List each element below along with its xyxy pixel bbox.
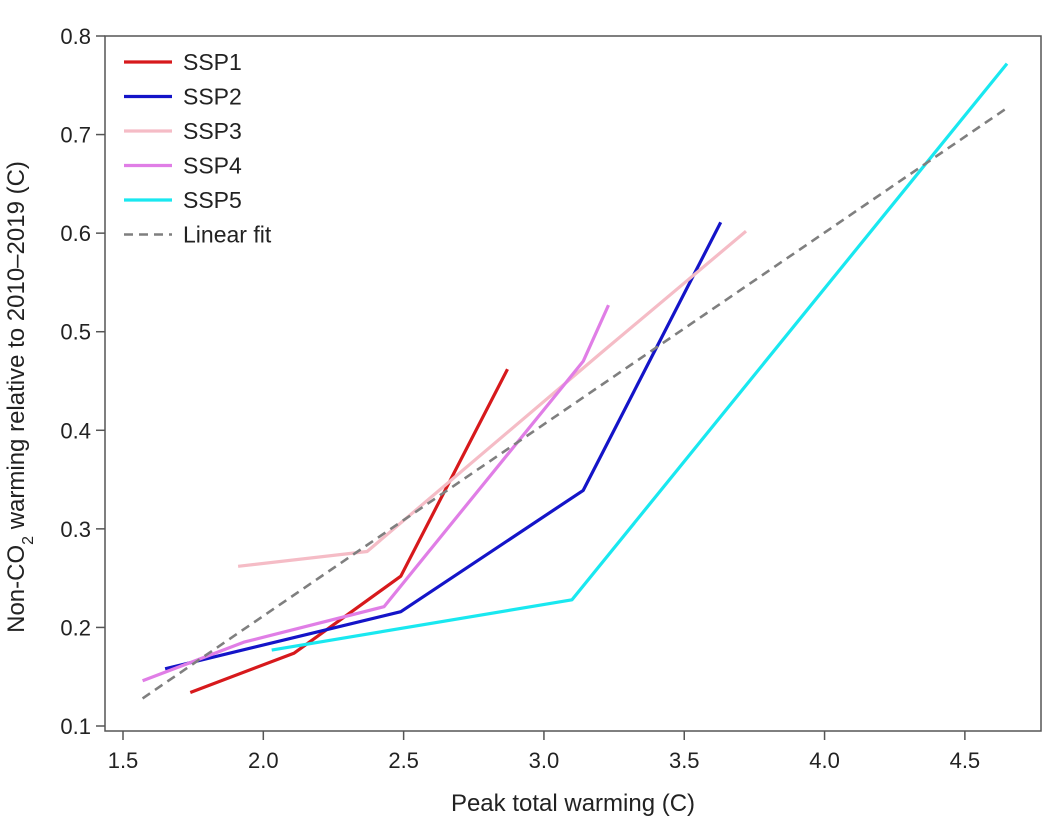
- series-layer: [141, 62, 1009, 700]
- x-axis: 1.5 2.0 2.5 3.0 3.5 4.0 4.5: [108, 731, 980, 773]
- y-tick-label: 0.3: [60, 517, 91, 542]
- legend: SSP1 SSP2 SSP3 SSP4 SSP5 Linear fit: [124, 49, 272, 248]
- y-axis-title-subscript: 2: [20, 536, 37, 545]
- y-tick-label: 0.7: [60, 123, 91, 148]
- plot-area: [104, 35, 1042, 732]
- y-tick-label: 0.6: [60, 221, 91, 246]
- y-tick-label: 0.8: [60, 24, 91, 49]
- legend-label-ssp5: SSP5: [183, 187, 242, 213]
- series-line-ssp5: [271, 62, 1009, 652]
- legend-label-linear-fit: Linear fit: [183, 222, 272, 248]
- x-axis-title: Peak total warming (C): [451, 790, 695, 817]
- y-axis-title: Non-CO2 warming relative to 2010–2019 (C…: [3, 161, 37, 633]
- legend-label-ssp4: SSP4: [183, 153, 242, 179]
- legend-label-ssp2: SSP2: [183, 84, 242, 110]
- legend-label-ssp1: SSP1: [183, 49, 242, 75]
- x-tick-label: 4.0: [809, 748, 840, 773]
- y-tick-label: 0.4: [60, 418, 91, 443]
- x-tick-label: 4.5: [950, 748, 981, 773]
- y-axis: 0.1 0.2 0.3 0.4 0.5 0.6 0.7 0.8: [60, 24, 105, 739]
- series-line-ssp4: [142, 304, 610, 683]
- series-line-ssp2: [164, 221, 723, 671]
- x-tick-label: 1.5: [108, 748, 139, 773]
- y-tick-label: 0.1: [60, 714, 91, 739]
- x-tick-label: 2.5: [388, 748, 419, 773]
- y-axis-title-prefix: Non-CO: [3, 545, 30, 633]
- x-tick-label: 3.5: [669, 748, 700, 773]
- series-line-ssp3: [237, 229, 748, 568]
- plot-frame: [104, 35, 1042, 732]
- y-tick-label: 0.2: [60, 615, 91, 640]
- series-line-linear-fit: [141, 106, 1008, 700]
- legend-label-ssp3: SSP3: [183, 118, 242, 144]
- y-axis-title-suffix: warming relative to 2010–2019 (C): [3, 161, 30, 536]
- x-tick-label: 2.0: [248, 748, 279, 773]
- x-tick-label: 3.0: [529, 748, 560, 773]
- y-tick-label: 0.5: [60, 320, 91, 345]
